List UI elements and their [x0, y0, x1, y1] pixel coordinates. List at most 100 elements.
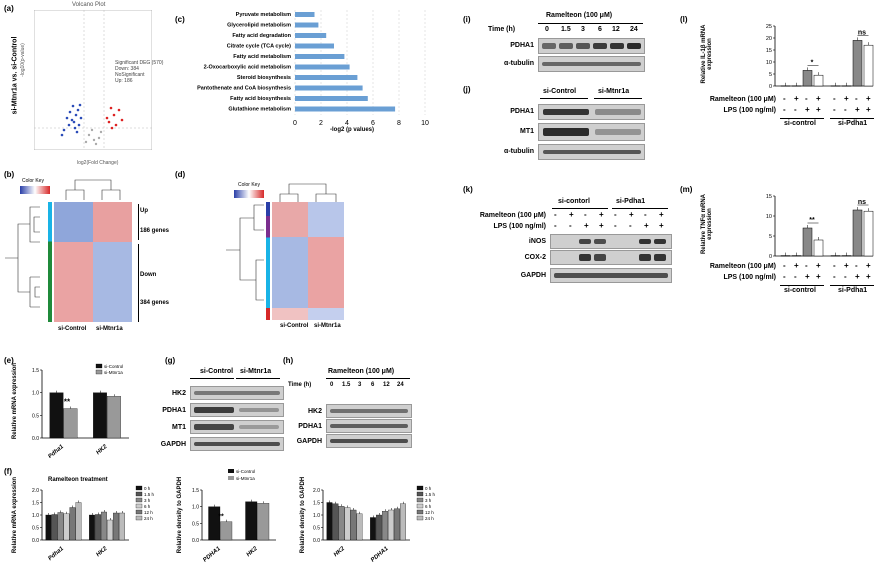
chart-l-significance: *: [811, 59, 814, 66]
blot-j-lane-tubulin: [538, 144, 645, 160]
chart-h2-legend-swatch: [416, 509, 424, 515]
blot-g-lane-mt1: [190, 420, 284, 434]
blot-i-lane-pdha1: [538, 38, 645, 54]
blot-k-lps-sign: +: [644, 221, 649, 230]
chart-c-bar: [295, 96, 368, 101]
chart-h2-ytick: 1.5: [313, 501, 320, 507]
chart-m-lps-sign: +: [805, 272, 810, 281]
blot-i-row-pdha1: PDHA1: [510, 42, 534, 49]
svg-text:si-Control: si-Control: [236, 469, 255, 474]
chart-g2-ytick: 0.5: [192, 521, 199, 527]
chart-h2-ytick: 0.0: [313, 538, 320, 544]
chart-l-ytick: 15: [766, 48, 772, 54]
chart-h2-bar: [356, 513, 363, 541]
blot-j-group-mtnr1a: si-Mtnr1a: [598, 88, 630, 95]
chart-e-ytick: 1.5: [32, 368, 39, 374]
chart-f-ytick: 0.5: [32, 526, 39, 532]
chart-f-bar: [45, 514, 52, 541]
blot-i-time-1: 1.5: [561, 26, 571, 33]
blot-g-row-gapdh: GAPDH: [160, 441, 186, 448]
chart-c-category: Pantothenate and CoA biosynthesis: [197, 86, 291, 92]
chart-m-ramelteon-sign: -: [805, 261, 808, 270]
chart-m-bar: [791, 255, 802, 257]
blot-k-lps-sign: +: [584, 221, 589, 230]
blot-i-time-label: Time (h): [488, 26, 516, 33]
heatmap-b-xlabel-control: si-Control: [58, 326, 87, 332]
blot-g-group-control: si-Control: [200, 368, 234, 375]
chart-f-legend-label: 24 h: [144, 516, 153, 521]
panel-label-a: (a): [4, 4, 14, 13]
chart-m-ns: ns: [858, 199, 866, 206]
chart-e-legend-swatch: [95, 369, 103, 375]
chart-c-category: Glycerolipid metabolism: [227, 23, 291, 29]
volcano-axis-x: log2(Fold Change): [77, 160, 119, 166]
volcano-plot: Volcano Plot si-Mtnr1a vs. si-Control -l…: [12, 2, 172, 167]
blot-k-lps-sign: -: [554, 221, 557, 230]
chart-g2-category: HK2: [246, 546, 260, 559]
blot-k-ramelteon-sign: +: [659, 210, 664, 219]
blot-k-row-gapdh: GAPDH: [520, 272, 546, 279]
heatmap-b-bracket-up: [135, 204, 139, 240]
heatmap-d-top-dendrogram: [279, 183, 337, 202]
chart-m-group-pdha1: si-Pdha1: [838, 287, 868, 294]
chart-l-bar: [791, 85, 802, 87]
chart-e-category: HK2: [95, 444, 109, 457]
blot-h-time-1: 1.5: [342, 382, 351, 388]
blot-g-group-mtnr1a: si-Mtnr1a: [240, 368, 272, 375]
chart-f-ytick: 2.0: [32, 488, 39, 494]
chart-f-bar: [101, 511, 107, 541]
chart-f-category: HK2: [95, 546, 109, 559]
blot-i-title: Ramelteon (100 μM): [546, 12, 613, 19]
heatmap-d-grid: [272, 202, 344, 320]
blot-g-row-pdha1: PDHA1: [162, 407, 186, 414]
chart-c-category: Pyruvate metabolism: [236, 12, 291, 18]
volcano-legend-down: Down: 384: [115, 66, 139, 72]
chart-c-xtick: 0: [293, 120, 297, 127]
chart-l-ramelteon-sign: -: [805, 94, 808, 103]
blot-k-lane-inos: [550, 234, 672, 249]
volcano-down-points: [60, 103, 83, 137]
chart-h2-bar: [382, 511, 388, 541]
heatmap-b-dendrogram: [5, 206, 40, 308]
chart-m-bar: [813, 239, 824, 257]
volcano-axis-y: -log10(p-value): [19, 43, 26, 77]
chart-c: 0 2 4 6 8 10 Pyruvate metabolism Glycerolipid m…: [197, 10, 429, 127]
chart-h2-bar: [370, 517, 376, 541]
chart-l-ytick: 25: [766, 24, 772, 30]
chart-h2-legend-swatch: [416, 497, 424, 503]
chart-l-bar: [802, 70, 813, 87]
panel-label-f: (f): [4, 467, 12, 476]
chart-l-ramelteon-sign: +: [844, 94, 849, 103]
blot-j-lane-mt1: [538, 123, 645, 141]
blot-k-ramelteon-sign: -: [584, 210, 587, 219]
blot-k-ramelteon-sign: -: [554, 210, 557, 219]
blot-h-time-0: 0: [330, 382, 334, 388]
heatmap-b-xlabel-mtnr1a: si-Mtnr1a: [96, 326, 123, 332]
chart-c-xtick: 6: [371, 120, 375, 127]
volcano-up-points: [105, 106, 124, 130]
blot-i: Ramelteon (100 μM) Time (h) 0 1.5 3 6 12…: [488, 12, 658, 82]
chart-h2-bar: [326, 502, 333, 541]
chart-h2-bar: [344, 507, 351, 541]
chart-e-significance: **: [64, 398, 71, 407]
chart-l-treat2: LPS (100 ng/ml): [723, 107, 776, 114]
chart-f-ytick: 1.5: [32, 501, 39, 507]
heatmap-b-sidebar: [48, 202, 52, 322]
chart-m-ytick: 15: [766, 194, 772, 200]
panel-label-e: (e): [4, 356, 14, 365]
chart-l-lps-sign: -: [844, 105, 847, 114]
heatmap-d-xlabel-mtnr1a: si-Mtnr1a: [314, 323, 341, 329]
chart-m-lps-sign: +: [855, 272, 860, 281]
chart-h2-bar: [338, 506, 345, 541]
blot-i-time-5: 24: [630, 26, 638, 33]
blot-h-lane-pdha1: [326, 419, 412, 433]
chart-g2-bar: [208, 506, 221, 541]
chart-l-group-control: si-control: [784, 120, 816, 127]
chart-l-ytick: 20: [766, 36, 772, 42]
blot-i-lane-tubulin: [538, 56, 645, 72]
chart-l-ytick: 0: [769, 84, 772, 90]
blot-h-lane-hk2: [326, 404, 412, 418]
volcano-legend-title: Significant DEG (570): [115, 60, 164, 66]
chart-f-legend-label: 12 h: [144, 510, 153, 515]
chart-l-lps-sign: -: [783, 105, 786, 114]
